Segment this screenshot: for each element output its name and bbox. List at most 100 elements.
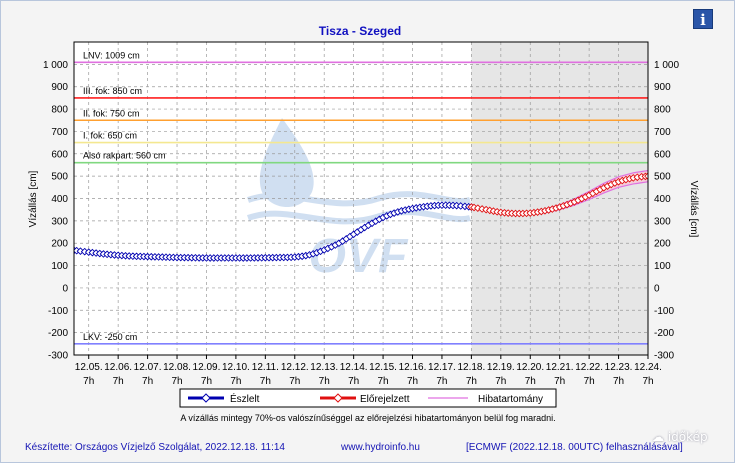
x-tick-label-day: 12.24. [634,362,662,373]
x-tick-label-day: 12.06. [104,362,132,373]
y-tick-label-right: 900 [654,82,671,93]
x-tick-label-hour: 7h [407,376,418,387]
x-tick-label-hour: 7h [466,376,477,387]
x-tick-label-hour: 7h [230,376,241,387]
probability-note: A vízállás mintegy 70%-os valószínűségge… [180,413,555,423]
y-tick-label-right: -200 [654,328,674,339]
x-tick-label-hour: 7h [348,376,359,387]
y-tick-label-right: 1 000 [654,60,679,71]
y-tick-label-left: 400 [51,194,68,205]
forecast-point [644,172,648,180]
x-tick-label-hour: 7h [201,376,212,387]
y-tick-label-left: 200 [51,239,68,250]
info-button[interactable]: i [693,9,713,29]
y-axis-left: -300 -200 -100 0 100 200 300 400 500 600 700 800 900… [43,60,68,362]
cloud-icon: ☁ [652,430,664,444]
x-tick-label-day: 12.19. [487,362,515,373]
x-tick-label-hour: 7h [495,376,506,387]
y-tick-label-right: 300 [654,216,671,227]
y-tick-label-right: 800 [654,105,671,116]
ovf-watermark: OVF [246,118,471,283]
legend-item-observed: Észlelt [188,392,260,405]
y-tick-label-right: 0 [654,283,660,294]
y-axis-label-left: Vízállás [cm] [28,170,39,227]
threshold-label: Alsó rakpart: 560 cm [83,151,166,161]
y-tick-label-left: 1 000 [43,60,68,71]
x-tick-label-hour: 7h [525,376,536,387]
x-tick-label-day: 12.13. [310,362,338,373]
x-tick-label-day: 12.11. [252,362,279,373]
y-tick-label-left: 800 [51,105,68,116]
x-tick-label-day: 12.09. [193,362,221,373]
watermark-wave-icon [246,191,471,207]
x-tick-label-hour: 7h [83,376,94,387]
x-tick-label-day: 12.14. [340,362,368,373]
y-tick-label-right: 700 [654,127,671,138]
legend-item-forecast: Előrejelzett [320,393,410,405]
y-tick-label-left: 600 [51,149,68,160]
y-tick-label-left: 900 [51,82,68,93]
y-axis-label-right: Vízállás [cm] [688,181,699,238]
plot-border [73,41,649,356]
info-icon: i [700,11,706,29]
x-tick-label-day: 12.07. [134,362,162,373]
x-tick-label-day: 12.12. [281,362,309,373]
legend-box [179,388,557,408]
y-tick-label-left: 0 [62,283,68,294]
x-tick-label-day: 12.18. [457,362,485,373]
x-axis: 12.05. 7h 12.06. 7h 12.07. 7h 12.08. 7h 12.09. 7h… [75,355,662,387]
y-tick-label-right: 600 [654,149,671,160]
footer-website-link[interactable]: www.hydroinfo.hu [340,442,420,453]
footer-creator: Készítette: Országos Vízjelző Szolgálat,… [25,442,285,453]
threshold-label: LNV: 1009 cm [83,50,140,60]
x-tick-label-day: 12.16. [399,362,427,373]
x-tick-label-day: 12.08. [163,362,191,373]
x-tick-label-day: 12.20. [516,362,544,373]
x-tick-label-hour: 7h [142,376,153,387]
x-tick-label-day: 12.15. [369,362,397,373]
y-tick-label-left: 100 [51,261,68,272]
footer-model-source: [ECMWF (2022.12.18. 00UTC) felhasználásá… [466,442,683,453]
x-tick-label-hour: 7h [436,376,447,387]
x-tick-label-day: 12.17. [428,362,456,373]
y-tick-label-left: -100 [48,306,68,317]
x-tick-label-hour: 7h [113,376,124,387]
grid [74,42,649,356]
watermark-text: OVF [309,230,409,283]
y-tick-label-right: 500 [654,172,671,183]
x-tick-label-hour: 7h [613,376,624,387]
y-tick-label-left: -200 [48,328,68,339]
threshold-label: I. fok: 650 cm [83,131,137,141]
x-tick-label-hour: 7h [260,376,271,387]
x-tick-label-hour: 7h [378,376,389,387]
legend-label-forecast: Előrejelzett [360,394,410,405]
y-tick-label-right: 100 [654,261,671,272]
x-tick-label-hour: 7h [584,376,595,387]
x-tick-label-hour: 7h [642,376,653,387]
threshold-label: II. fok: 750 cm [83,108,140,118]
legend: Észlelt Előrejelzett Hibatartomány [179,388,557,408]
x-tick-label-hour: 7h [319,376,330,387]
x-tick-label-hour: 7h [171,376,182,387]
y-tick-label-left: 500 [51,172,68,183]
y-tick-label-left: 700 [51,127,68,138]
y-tick-label-right: -300 [654,351,674,362]
legend-label-observed: Észlelt [230,392,260,405]
chart-title: Tisza - Szeged [319,24,401,38]
legend-label-error-range: Hibatartomány [478,394,543,405]
x-tick-label-hour: 7h [289,376,300,387]
brand-logo: ☁ időkép [652,430,708,444]
y-tick-label-left: 300 [51,216,68,227]
y-axis-right: -300 -200 -100 0 100 200 300 400 500 600 700 800 900… [654,60,679,362]
threshold-label: III. fok: 850 cm [83,86,142,96]
threshold-label: LKV: -250 cm [83,332,137,342]
y-tick-label-right: -100 [654,306,674,317]
x-tick-label-day: 12.21. [546,362,574,373]
threshold-lines: LNV: 1009 cm III. fok: 850 cm II. fok: 750… [74,50,648,345]
series-lines [74,172,648,262]
x-tick-label-day: 12.22. [575,362,603,373]
legend-item-error-range: Hibatartomány [428,394,543,405]
x-tick-label-day: 12.05. [75,362,103,373]
y-tick-label-right: 400 [654,194,671,205]
